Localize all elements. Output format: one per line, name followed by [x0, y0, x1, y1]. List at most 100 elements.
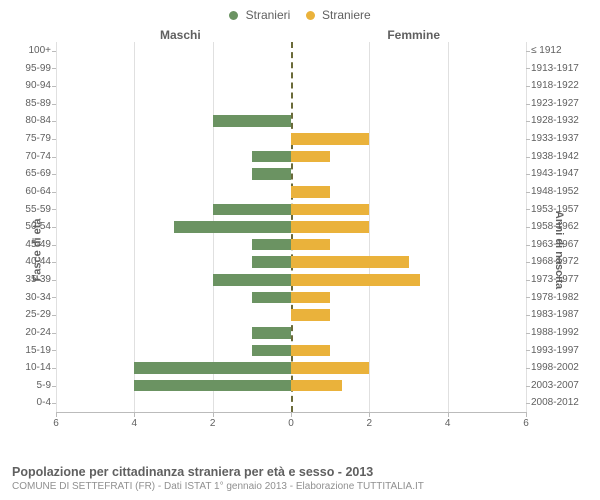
x-tick [134, 412, 135, 417]
birthyear-label: 2008-2012 [526, 394, 592, 412]
row-tick [526, 121, 530, 122]
birthyear-label: 1948-1952 [526, 183, 592, 201]
age-row: 20-241988-1992 [56, 324, 526, 342]
birthyear-label: 1988-1992 [526, 324, 592, 342]
chart-title: Popolazione per cittadinanza straniera p… [12, 465, 588, 479]
row-tick [52, 245, 56, 246]
bar-male [134, 362, 291, 374]
bar-female [291, 292, 330, 304]
birthyear-label: 1973-1977 [526, 271, 592, 289]
age-label: 50-54 [12, 218, 56, 236]
row-tick [52, 139, 56, 140]
row-tick [526, 209, 530, 210]
birthyear-label: 1978-1982 [526, 289, 592, 307]
row-tick [526, 139, 530, 140]
row-tick [52, 315, 56, 316]
row-tick [526, 192, 530, 193]
row-tick [52, 157, 56, 158]
row-tick [526, 51, 530, 52]
birthyear-label: 1933-1937 [526, 130, 592, 148]
birthyear-label: 1953-1957 [526, 201, 592, 219]
row-tick [526, 403, 530, 404]
row-tick [526, 68, 530, 69]
bar-male [252, 168, 291, 180]
x-tick-label: 4 [132, 418, 138, 429]
age-row: 90-941918-1922 [56, 77, 526, 95]
birthyear-label: 1923-1927 [526, 95, 592, 113]
row-tick [526, 245, 530, 246]
age-row: 60-641948-1952 [56, 183, 526, 201]
bar-male [213, 204, 291, 216]
age-label: 5-9 [12, 377, 56, 395]
legend-swatch-male [229, 11, 238, 20]
age-label: 95-99 [12, 60, 56, 78]
x-tick [448, 412, 449, 417]
row-tick [526, 315, 530, 316]
birthyear-label: ≤ 1912 [526, 42, 592, 60]
age-label: 90-94 [12, 77, 56, 95]
bar-female [291, 309, 330, 321]
age-row: 65-691943-1947 [56, 165, 526, 183]
bar-male [134, 380, 291, 392]
age-label: 25-29 [12, 306, 56, 324]
legend-label-female: Straniere [322, 8, 371, 22]
x-axis: 6420246 [56, 412, 526, 430]
row-tick [526, 280, 530, 281]
age-row: 50-541958-1962 [56, 218, 526, 236]
birthyear-label: 1963-1967 [526, 236, 592, 254]
age-row: 40-441968-1972 [56, 253, 526, 271]
x-tick [526, 412, 527, 417]
birthyear-label: 1943-1947 [526, 165, 592, 183]
row-tick [52, 104, 56, 105]
bar-male [174, 221, 292, 233]
x-tick [56, 412, 57, 417]
bar-female [291, 151, 330, 163]
bar-male [252, 345, 291, 357]
x-tick [291, 412, 292, 417]
age-row: 30-341978-1982 [56, 289, 526, 307]
bar-male [252, 256, 291, 268]
age-label: 70-74 [12, 148, 56, 166]
age-row: 45-491963-1967 [56, 236, 526, 254]
row-tick [526, 227, 530, 228]
age-row: 5-92003-2007 [56, 377, 526, 395]
bar-female [291, 362, 369, 374]
age-row: 95-991913-1917 [56, 60, 526, 78]
birthyear-label: 2003-2007 [526, 377, 592, 395]
birthyear-label: 1918-1922 [526, 77, 592, 95]
bar-male [252, 327, 291, 339]
age-label: 10-14 [12, 359, 56, 377]
bar-female [291, 345, 330, 357]
row-tick [52, 262, 56, 263]
column-header-female: Femmine [387, 28, 440, 42]
row-tick [52, 121, 56, 122]
row-tick [52, 51, 56, 52]
row-tick [52, 403, 56, 404]
age-row: 75-791933-1937 [56, 130, 526, 148]
row-tick [526, 104, 530, 105]
age-label: 40-44 [12, 253, 56, 271]
age-label: 20-24 [12, 324, 56, 342]
row-tick [52, 86, 56, 87]
row-tick [52, 386, 56, 387]
bar-female [291, 256, 409, 268]
birthyear-label: 1968-1972 [526, 253, 592, 271]
legend-item-female: Straniere [306, 8, 371, 22]
row-tick [52, 333, 56, 334]
bar-female [291, 274, 420, 286]
row-tick [526, 86, 530, 87]
legend-label-male: Stranieri [246, 8, 291, 22]
row-tick [526, 174, 530, 175]
bar-female [291, 204, 369, 216]
age-row: 35-391973-1977 [56, 271, 526, 289]
row-tick [526, 386, 530, 387]
bar-male [213, 115, 291, 127]
bar-male [252, 151, 291, 163]
x-tick-label: 2 [210, 418, 216, 429]
column-header-male: Maschi [160, 28, 201, 42]
row-tick [52, 350, 56, 351]
row-tick [52, 368, 56, 369]
age-label: 75-79 [12, 130, 56, 148]
birthyear-label: 1998-2002 [526, 359, 592, 377]
x-tick-label: 6 [53, 418, 59, 429]
